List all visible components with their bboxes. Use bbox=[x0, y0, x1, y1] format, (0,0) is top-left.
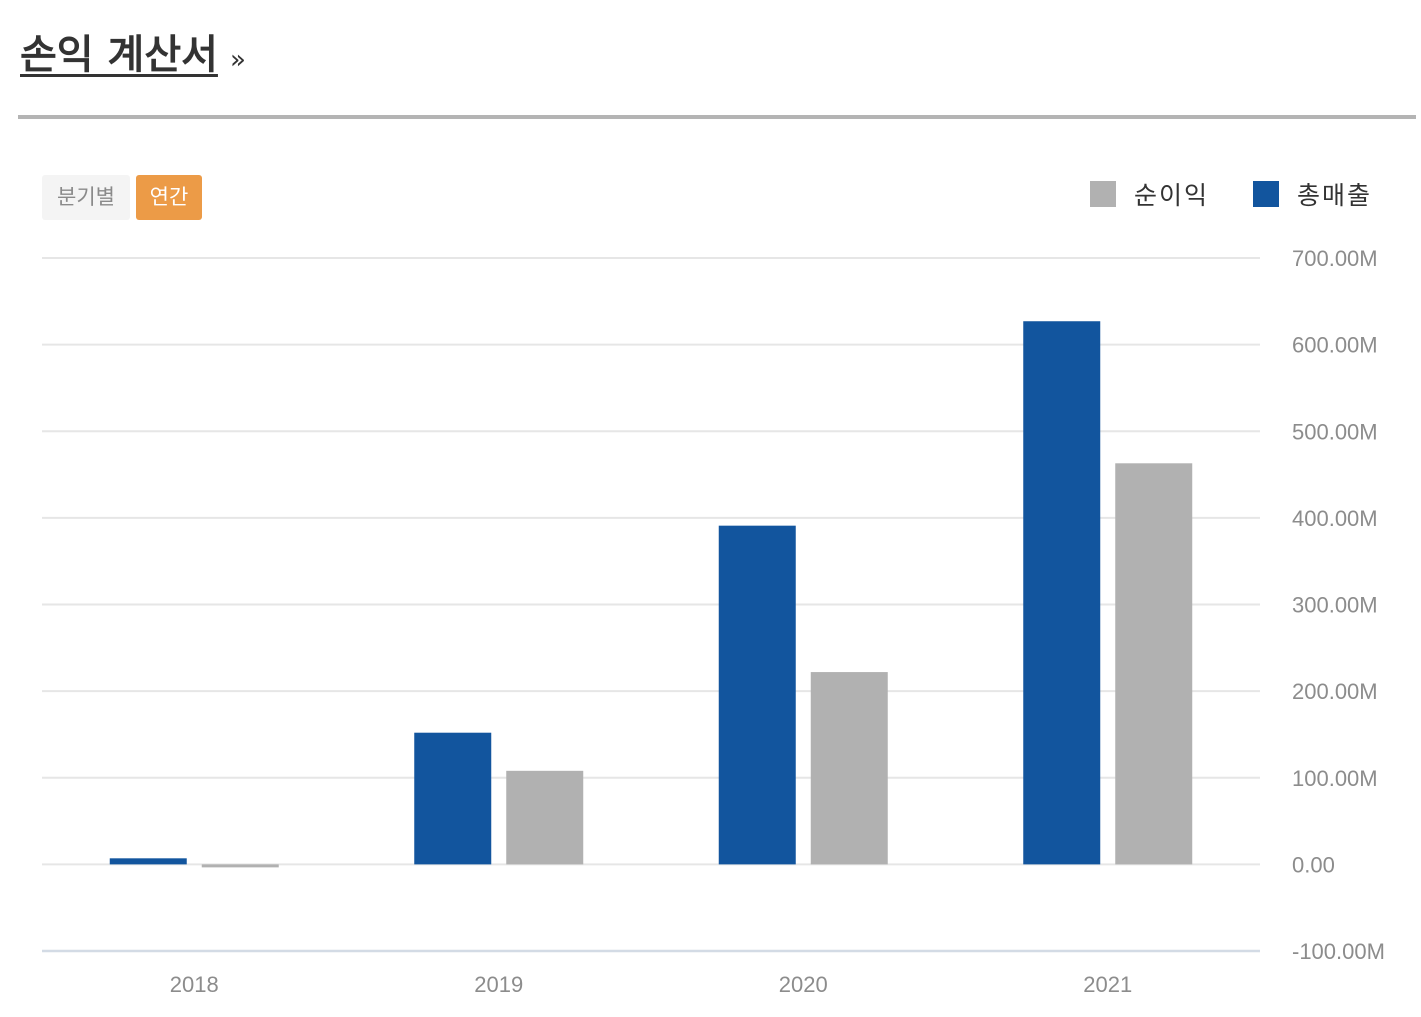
net-income-bar bbox=[506, 770, 584, 865]
legend-item-revenue[interactable]: 총매출 bbox=[1253, 176, 1372, 212]
legend-item-net-income[interactable]: 순이익 bbox=[1090, 176, 1209, 212]
revenue-swatch-icon bbox=[1253, 181, 1280, 207]
y-tick-label: 300.00M bbox=[1292, 593, 1378, 618]
x-tick-label: 2018 bbox=[170, 972, 219, 997]
x-tick-label: 2021 bbox=[1083, 972, 1132, 997]
y-tick-label: 100.00M bbox=[1292, 766, 1378, 791]
section-header: 손익 계산서 » bbox=[20, 22, 246, 80]
title-divider bbox=[18, 115, 1416, 119]
y-tick-label: 0.00 bbox=[1292, 852, 1335, 877]
x-tick-label: 2020 bbox=[779, 972, 828, 997]
y-tick-label: 700.00M bbox=[1292, 246, 1378, 271]
y-tick-label: 500.00M bbox=[1292, 419, 1378, 444]
chart-legend: 순이익 총매출 bbox=[1090, 176, 1372, 212]
net-income-bar bbox=[201, 864, 279, 868]
page-title-link[interactable]: 손익 계산서 bbox=[20, 32, 218, 78]
revenue-bar bbox=[414, 732, 492, 865]
net-income-bar bbox=[810, 672, 888, 865]
net-income-swatch-icon bbox=[1090, 181, 1116, 207]
y-tick-label: 200.00M bbox=[1292, 679, 1378, 704]
net-income-bar bbox=[1115, 463, 1193, 865]
legend-label-revenue: 총매출 bbox=[1297, 181, 1373, 210]
revenue-bar bbox=[718, 525, 796, 865]
tab-quarterly[interactable]: 분기별 bbox=[42, 175, 130, 220]
revenue-bar bbox=[109, 858, 187, 865]
y-tick-label: -100.00M bbox=[1292, 939, 1385, 964]
legend-label-net-income: 순이익 bbox=[1134, 181, 1210, 210]
y-tick-label: 400.00M bbox=[1292, 506, 1378, 531]
tab-annual[interactable]: 연간 bbox=[136, 175, 202, 220]
y-tick-label: 600.00M bbox=[1292, 333, 1378, 358]
revenue-bar bbox=[1023, 321, 1101, 865]
x-tick-label: 2019 bbox=[474, 972, 523, 997]
double-chevron-right-icon[interactable]: » bbox=[229, 45, 246, 75]
